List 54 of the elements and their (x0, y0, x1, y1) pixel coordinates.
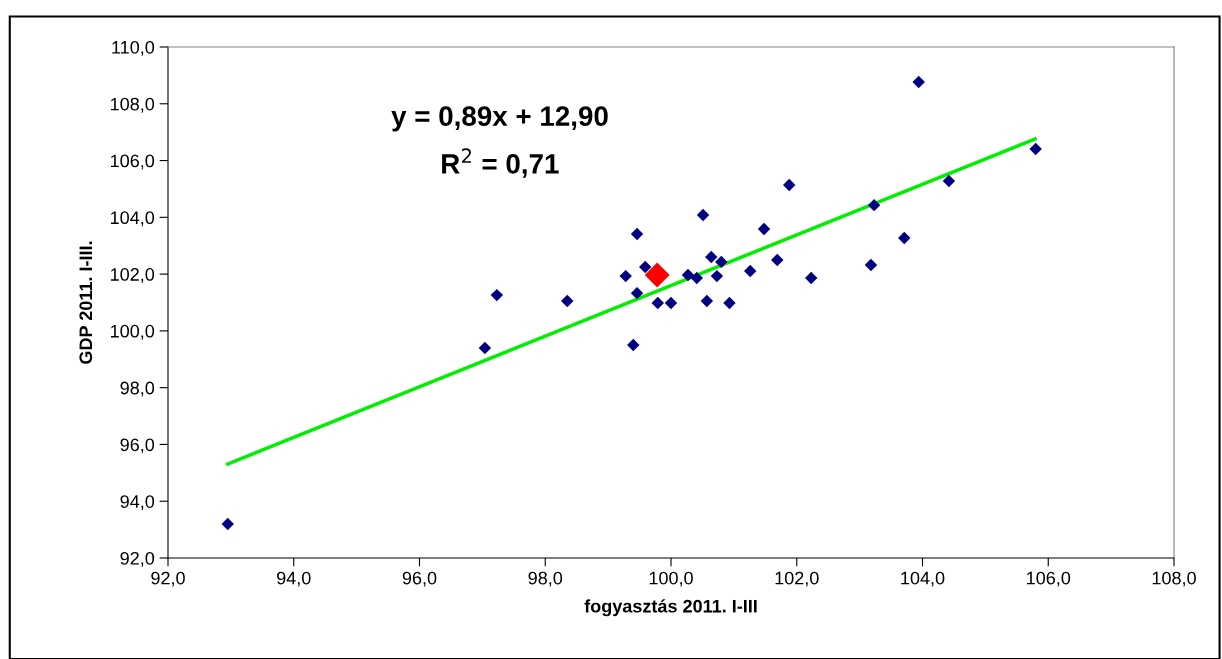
point (1029, 142, 1042, 156)
point (221, 517, 234, 531)
y-tick-label: 108,0 (111, 97, 155, 113)
point (696, 208, 710, 222)
point (651, 296, 665, 310)
point (710, 269, 724, 283)
x-axis-title: fogyasztás 2011. I-III (584, 599, 757, 617)
point (561, 294, 574, 308)
point (690, 271, 703, 285)
point (630, 286, 644, 300)
point (630, 227, 644, 241)
x-tick-label: 92,0 (151, 571, 185, 587)
point (771, 253, 784, 267)
point (805, 271, 818, 285)
point (864, 258, 878, 272)
point (664, 296, 678, 310)
x-tick-label: 106,0 (1027, 571, 1071, 587)
x-tick-label: 104,0 (901, 571, 945, 587)
point (757, 222, 771, 236)
annotation: y = 0,89x + 12,90 (391, 106, 608, 132)
x-tick-label: 96,0 (402, 571, 437, 587)
y-tick-label: 92,0 (120, 551, 155, 567)
y-tick-label: 100,0 (111, 324, 155, 340)
point (867, 198, 881, 212)
point (644, 262, 670, 288)
y-tick-label: 94,0 (120, 495, 155, 511)
x-tick-label: 94,0 (277, 571, 311, 587)
y-axis-title: GDP 2011. I-III. (79, 241, 93, 364)
point (723, 296, 736, 310)
point (898, 231, 911, 245)
y-tick-label: 96,0 (120, 438, 155, 454)
x-tick-label: 108,0 (1152, 571, 1196, 587)
point (942, 174, 956, 188)
y-tick-label: 102,0 (111, 268, 155, 283)
x-tick-label: 98,0 (528, 571, 563, 587)
point (627, 338, 640, 352)
y-tick-label: 106,0 (111, 154, 155, 170)
point (705, 250, 718, 264)
point (478, 341, 492, 355)
point (700, 294, 714, 308)
point (912, 75, 925, 89)
y-tick-label: 104,0 (111, 211, 155, 227)
y-tick-label: 110,0 (112, 40, 155, 56)
x-tick-label: 100,0 (649, 571, 693, 587)
point (744, 264, 757, 278)
point (782, 178, 796, 192)
point (490, 288, 504, 302)
annotation: R$^{2}$ = 0,71 (442, 148, 559, 178)
y-tick-label: 98,0 (120, 381, 155, 397)
point (681, 268, 695, 282)
point (619, 269, 632, 283)
x-tick-label: 102,0 (775, 571, 819, 587)
point (639, 260, 652, 274)
point (715, 255, 728, 269)
